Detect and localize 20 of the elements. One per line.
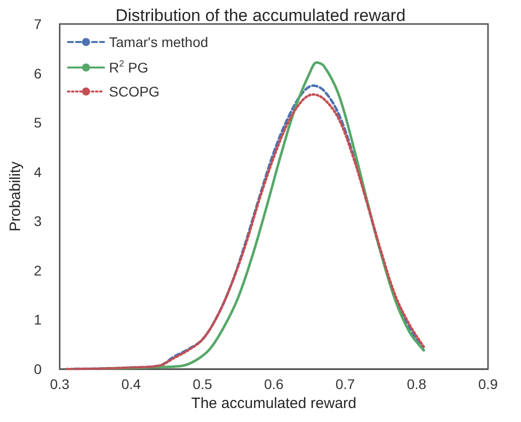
y-tick-label: 4 xyxy=(34,164,42,180)
x-tick-label: 0.7 xyxy=(335,376,356,392)
y-tick-label: 5 xyxy=(34,114,42,131)
y-tick-label: 2 xyxy=(34,262,42,278)
x-axis-title: The accumulated reward xyxy=(191,394,356,412)
y-tick-label: 0 xyxy=(34,361,42,377)
legend-label: SCOPG xyxy=(109,84,160,100)
x-tick-label: 0.6 xyxy=(264,376,284,392)
y-tick-label: 6 xyxy=(34,65,42,82)
chart-title: Distribution of the accumulated reward xyxy=(115,6,406,25)
x-tick-label: 0.9 xyxy=(478,376,498,392)
x-tick-label: 0.3 xyxy=(50,376,70,392)
x-tick-label: 0.4 xyxy=(121,376,142,392)
x-tick-label: 0.5 xyxy=(192,376,212,392)
y-tick-label: 3 xyxy=(34,213,42,230)
x-tick-label: 0.8 xyxy=(406,376,427,392)
y-axis-title: Probability xyxy=(7,160,24,232)
y-tick-label: 1 xyxy=(34,312,42,328)
legend-label: Tamar's method xyxy=(109,34,208,50)
y-tick-label: 7 xyxy=(34,16,42,32)
